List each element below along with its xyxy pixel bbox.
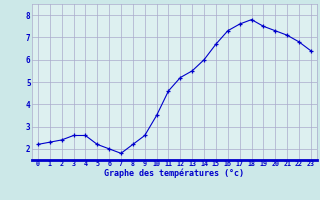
X-axis label: Graphe des températures (°c): Graphe des températures (°c) <box>104 169 244 178</box>
